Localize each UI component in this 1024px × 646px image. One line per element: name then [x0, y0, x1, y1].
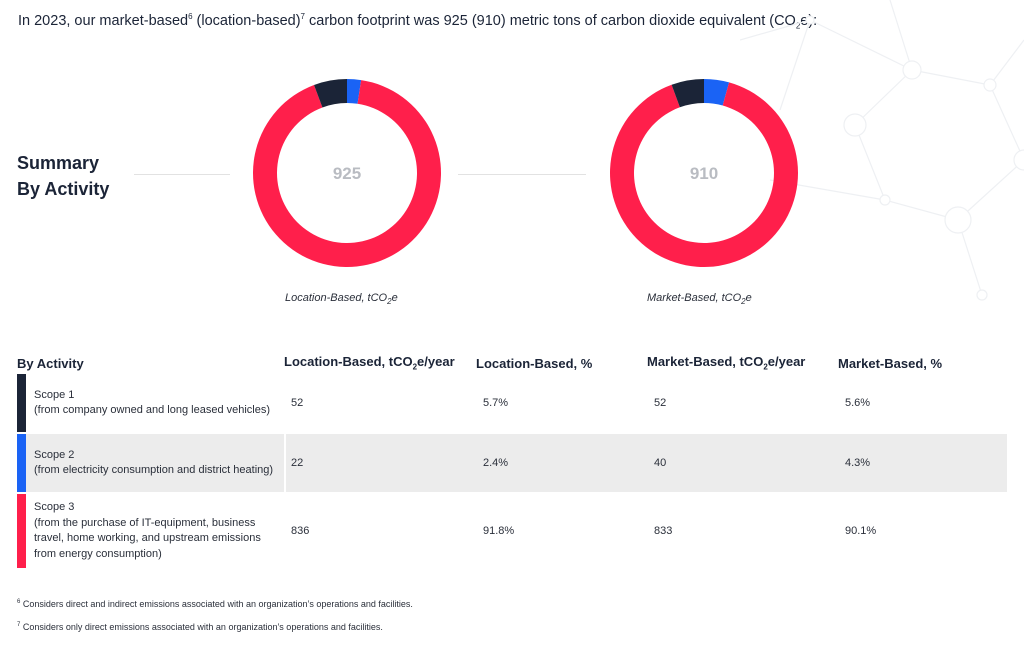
footnote-number: 6	[17, 599, 21, 605]
scope-color-bar	[17, 494, 26, 568]
cell-market-percent: 5.6%	[845, 397, 871, 409]
header-text: Location-Based, tCO	[284, 354, 413, 370]
intro-rest: carbon footprint was 925 (910) metric to…	[304, 12, 796, 29]
donut-slice-scope-2	[704, 79, 730, 106]
donut-caption-location-based: Location-Based, tCO2e	[285, 292, 398, 306]
row-label: Scope 3 (from the purchase of IT-equipme…	[17, 500, 284, 562]
table-header: By Activity Location-Based, tCO2e/year L…	[17, 352, 1007, 374]
cell-location-tco2e: 836	[291, 525, 310, 537]
scope-name: Scope 3	[34, 501, 75, 513]
scope-description: (from company owned and long leased vehi…	[34, 404, 271, 416]
table-row: Scope 1 (from company owned and long lea…	[17, 374, 1007, 432]
header-by-activity: By Activity	[17, 355, 84, 371]
header-market-tco2e: Market-Based, tCO2e/year	[647, 354, 838, 372]
connector-line-left	[134, 174, 230, 175]
scope-color-bar	[17, 374, 26, 432]
donut-slice-scope-1	[671, 79, 704, 108]
cell-location-percent: 91.8%	[483, 525, 515, 537]
footnote-ref-7: 7	[300, 12, 305, 21]
header-market-percent: Market-Based, %	[838, 355, 943, 371]
intro-middle: (location-based)	[192, 12, 301, 29]
caption-end: e	[745, 292, 752, 304]
caption-text: Market-Based, tCO	[647, 292, 742, 304]
footnote-text: Considers only direct emissions associat…	[20, 622, 383, 632]
footnote-6: 6 Considers direct and indirect emission…	[17, 599, 413, 609]
donut-chart-market-based: 910	[610, 79, 798, 267]
row-bg	[17, 434, 284, 492]
cell-market-tco2e: 52	[654, 397, 667, 409]
caption-end: e	[391, 292, 398, 304]
footnote-text: Considers direct and indirect emissions …	[20, 599, 413, 609]
caption-text: Location-Based, tCO	[285, 292, 388, 304]
connector-line-middle	[458, 174, 586, 175]
header-subscript: 2	[412, 362, 418, 372]
table-row: Scope 2 (from electricity consumption an…	[17, 434, 1007, 492]
row-bg	[286, 434, 1007, 492]
activity-table: By Activity Location-Based, tCO2e/year L…	[17, 352, 1007, 568]
scope-description: (from the purchase of IT-equipment, busi…	[34, 516, 261, 560]
cell-location-tco2e: 52	[291, 397, 304, 409]
scope-color-bar	[17, 434, 26, 492]
footnote-ref-6: 6	[188, 12, 193, 21]
scope-name: Scope 2	[34, 448, 75, 461]
header-subscript: 2	[763, 362, 768, 372]
donut-center-value: 925	[333, 164, 361, 183]
caption-subscript: 2	[741, 297, 746, 307]
donut-chart-location-based: 925	[253, 79, 441, 267]
footnote-7: 7 Considers only direct emissions associ…	[17, 622, 383, 632]
co2-subscript: 2	[795, 21, 801, 31]
caption-subscript: 2	[387, 297, 392, 307]
header-text-end: e/year	[767, 354, 806, 370]
header-location-tco2e: Location-Based, tCO2e/year	[284, 354, 476, 372]
summary-title-line-2: By Activity	[17, 179, 110, 199]
header-location-percent: Location-Based, %	[476, 355, 593, 371]
scope-description: (from electricity consumption and distri…	[34, 464, 274, 476]
cell-market-tco2e: 833	[654, 525, 673, 537]
cell-location-tco2e: 22	[291, 457, 304, 469]
cell-market-tco2e: 40	[654, 457, 667, 469]
donut-slices	[253, 79, 441, 267]
donut-slice-scope-2	[347, 79, 362, 104]
intro-text: In 2023, our market-based6 (location-bas…	[18, 12, 817, 31]
header-text-end: e/year	[417, 354, 455, 370]
table-row: Scope 3 (from the purchase of IT-equipme…	[17, 494, 1007, 568]
cell-location-percent: 5.7%	[483, 397, 509, 409]
donut-center-value: 910	[690, 164, 718, 183]
scope-name: Scope 1	[34, 388, 75, 401]
summary-title: Summary By Activity	[17, 150, 109, 202]
donut-caption-market-based: Market-Based, tCO2e	[647, 292, 752, 306]
cell-market-percent: 4.3%	[845, 457, 871, 469]
summary-title-line-1: Summary	[17, 153, 100, 173]
donut-slices	[610, 79, 798, 267]
row-label: Scope 2 (from electricity consumption an…	[17, 448, 284, 479]
intro-prefix: In 2023, our market-based	[18, 12, 189, 29]
donut-slice-scope-1	[314, 79, 347, 108]
row-label: Scope 1 (from company owned and long lea…	[17, 388, 284, 419]
cell-location-percent: 2.4%	[483, 457, 509, 469]
header-text: Market-Based, tCO	[647, 354, 764, 370]
cell-market-percent: 90.1%	[845, 525, 877, 537]
footnote-number: 7	[17, 622, 21, 628]
